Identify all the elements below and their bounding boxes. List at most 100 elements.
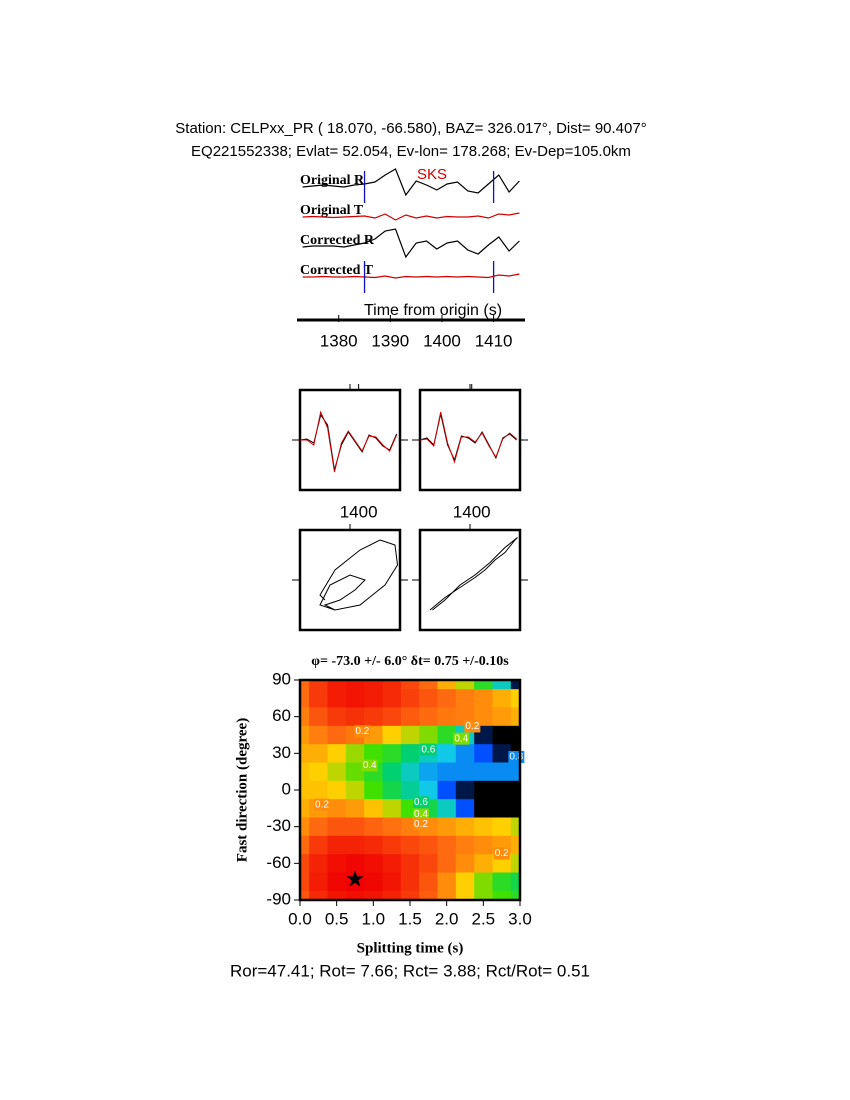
trace bbox=[319, 539, 399, 611]
cell bbox=[474, 890, 493, 900]
y-axis-label: Fast direction (degree) bbox=[234, 718, 250, 862]
frame bbox=[418, 528, 522, 632]
trace bbox=[419, 411, 517, 464]
x-axis-label: Time from origin (s) bbox=[364, 302, 502, 319]
cell bbox=[300, 725, 310, 745]
cell bbox=[419, 780, 438, 800]
cell bbox=[309, 835, 328, 855]
cell bbox=[300, 762, 310, 782]
cell bbox=[309, 780, 328, 800]
y-tick-label: -90 bbox=[266, 889, 291, 908]
cell bbox=[309, 854, 328, 873]
cell bbox=[300, 744, 310, 763]
cell bbox=[382, 725, 402, 745]
cell bbox=[437, 780, 457, 800]
cell bbox=[437, 707, 457, 727]
cell bbox=[455, 744, 475, 763]
cell bbox=[492, 744, 512, 763]
cell bbox=[300, 680, 310, 690]
cell bbox=[364, 707, 383, 727]
cell bbox=[300, 780, 310, 800]
cell bbox=[300, 799, 310, 818]
cell bbox=[510, 835, 520, 855]
cell bbox=[382, 780, 402, 800]
cell bbox=[309, 680, 328, 690]
contour-label-box bbox=[314, 798, 330, 811]
trace bbox=[429, 537, 518, 611]
contour-label: 0.4 bbox=[363, 760, 377, 771]
x-tick-label: 0.5 bbox=[325, 909, 349, 928]
chart-title: φ= -73.0 +/- 6.0° δt= 0.75 +/-0.10s bbox=[311, 654, 509, 669]
cell bbox=[327, 689, 347, 708]
x-tick-label: 1400 bbox=[340, 502, 378, 521]
cell bbox=[364, 799, 383, 818]
contour-label-box bbox=[464, 720, 481, 733]
contour-label: 0.2 bbox=[465, 721, 479, 732]
trace-label: Corrected T bbox=[300, 263, 374, 278]
cell bbox=[510, 680, 520, 690]
x-tick-label: 1.0 bbox=[362, 909, 386, 928]
cell bbox=[345, 780, 365, 800]
cell bbox=[474, 872, 493, 892]
cell bbox=[437, 799, 457, 818]
cell bbox=[492, 689, 512, 708]
contour-label: 0.2 bbox=[315, 799, 329, 810]
cell bbox=[474, 854, 493, 873]
cell bbox=[400, 835, 420, 855]
cell bbox=[455, 817, 475, 837]
x-axis-label: Splitting time (s) bbox=[357, 940, 464, 956]
cell bbox=[455, 890, 475, 900]
cell bbox=[309, 872, 328, 892]
cell bbox=[382, 854, 402, 873]
x-tick-label: 1380 bbox=[320, 331, 358, 350]
cell bbox=[437, 872, 457, 892]
cell bbox=[327, 799, 347, 818]
cell bbox=[474, 689, 493, 708]
cell bbox=[419, 872, 438, 892]
cell bbox=[400, 872, 420, 892]
contour-label-box bbox=[413, 808, 429, 821]
contour-label-box bbox=[354, 725, 371, 738]
cell bbox=[437, 835, 457, 855]
trace-label: Original R bbox=[300, 173, 365, 188]
cell bbox=[345, 689, 365, 708]
x-tick-label: 1.5 bbox=[398, 909, 422, 928]
cell bbox=[345, 799, 365, 818]
cell bbox=[510, 817, 520, 837]
cell bbox=[492, 725, 512, 745]
y-tick-label: -30 bbox=[266, 816, 291, 835]
cell bbox=[510, 799, 520, 818]
cell bbox=[300, 854, 310, 873]
cell bbox=[474, 799, 493, 818]
cell bbox=[382, 799, 402, 818]
cell bbox=[474, 835, 493, 855]
cell bbox=[345, 835, 365, 855]
cell bbox=[510, 854, 520, 873]
cell bbox=[327, 744, 347, 763]
cell bbox=[400, 689, 420, 708]
cell bbox=[474, 762, 493, 782]
cell bbox=[364, 744, 383, 763]
cell bbox=[400, 725, 420, 745]
cell bbox=[345, 817, 365, 837]
cell bbox=[455, 854, 475, 873]
cell bbox=[437, 725, 457, 745]
trace bbox=[302, 212, 520, 221]
cell bbox=[300, 890, 310, 900]
cell bbox=[309, 707, 328, 727]
cell bbox=[345, 890, 365, 900]
contour-label: 0.4 bbox=[414, 809, 428, 820]
x-tick-label: 1400 bbox=[453, 502, 491, 521]
cell bbox=[492, 799, 512, 818]
contour-label-box bbox=[413, 818, 429, 831]
cell bbox=[345, 744, 365, 763]
cell bbox=[437, 854, 457, 873]
cell bbox=[510, 872, 520, 892]
cell bbox=[455, 835, 475, 855]
best-estimate bbox=[346, 870, 364, 887]
cell bbox=[510, 707, 520, 727]
cell bbox=[364, 872, 383, 892]
trace bbox=[300, 410, 398, 473]
cell bbox=[327, 780, 347, 800]
